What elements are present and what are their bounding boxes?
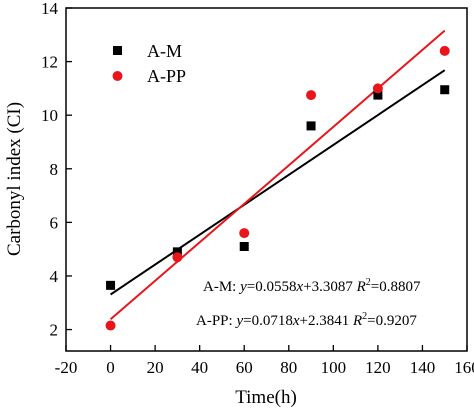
data-point-a-pp — [105, 320, 116, 331]
x-tick-label: 40 — [191, 358, 208, 377]
y-tick-label: 8 — [50, 160, 59, 179]
x-tick-label: 140 — [410, 358, 436, 377]
x-tick-label: 120 — [365, 358, 391, 377]
y-tick-label: 4 — [50, 267, 59, 286]
data-point-a-m — [106, 280, 116, 290]
x-axis-title: Time(h) — [235, 387, 297, 408]
data-point-a-m — [440, 85, 450, 95]
legend-label-a-m: A-M — [147, 41, 182, 61]
data-point-a-m — [306, 121, 316, 131]
x-tick-label: 60 — [236, 358, 253, 377]
data-point-a-pp — [439, 45, 450, 56]
data-point-a-pp — [372, 83, 383, 94]
legend: A-M A-PP — [112, 41, 186, 86]
data-point-a-pp — [239, 228, 250, 239]
x-tick-label: 160 — [454, 358, 474, 377]
equation-a-m: A-M: y=0.0558x+3.3087 R2=0.8807 — [203, 277, 421, 295]
data-point-a-pp — [306, 90, 317, 101]
data-point-a-pp — [172, 252, 183, 263]
fit-line-a-pp — [109, 29, 446, 321]
x-tick-label: 20 — [147, 358, 164, 377]
y-tick-label: 6 — [50, 213, 59, 232]
plot-frame — [65, 7, 468, 352]
fit-line-a-m — [109, 69, 446, 296]
y-tick-label: 14 — [41, 0, 59, 18]
x-tick-label: 100 — [321, 358, 347, 377]
x-tick-label: 80 — [280, 358, 297, 377]
equation-a-pp: A-PP: y=0.0718x+2.3841 R2=0.9207 — [196, 311, 417, 329]
y-axis-title: Carbonyl index (CI) — [4, 102, 25, 256]
fit-lines — [109, 29, 446, 321]
data-point-a-m — [239, 241, 249, 251]
legend-marker-a-pp — [112, 71, 123, 81]
y-tick-label: 12 — [41, 53, 58, 72]
data-point-a-m — [373, 90, 383, 100]
legend-marker-a-m — [113, 46, 122, 55]
x-tick-label: 0 — [106, 358, 115, 377]
y-tick-label: 10 — [41, 106, 58, 125]
legend-label-a-pp: A-PP — [147, 66, 186, 86]
x-tick-label: -20 — [55, 358, 78, 377]
y-tick-label: 2 — [50, 321, 59, 340]
data-point-a-m — [172, 247, 182, 257]
data-points — [105, 45, 450, 331]
axis-ticks: -20 0 20 40 60 80 100 120 140 160 2 4 6 8 10 12 14 — [41, 0, 474, 377]
